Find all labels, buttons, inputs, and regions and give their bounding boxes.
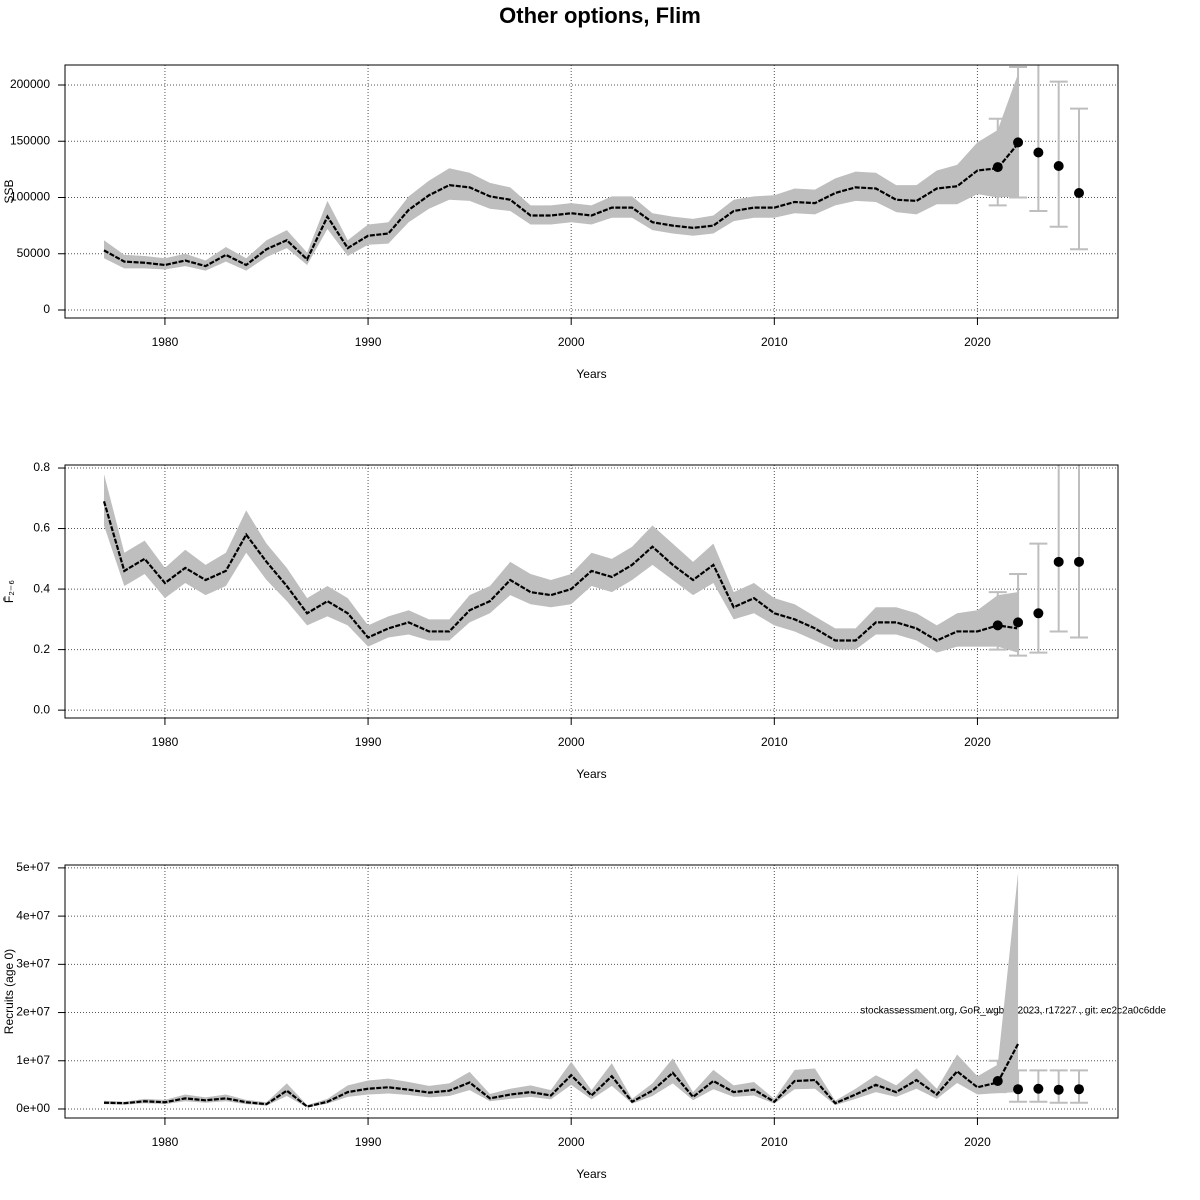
- x-tick-label: 2010: [761, 735, 788, 749]
- estimate-line: [103, 142, 1019, 268]
- y-tick-label: 0.8: [33, 460, 50, 474]
- y-tick-label: 0.4: [33, 581, 50, 595]
- y-axis-label: F̄₂₋₆: [2, 580, 16, 603]
- x-tick-label: 2020: [964, 335, 991, 349]
- x-axis-label: Years: [576, 1167, 606, 1181]
- plot-frame: [64, 864, 1119, 1119]
- forecast-point: [1013, 617, 1024, 628]
- y-tick-label: 1e+07: [16, 1053, 50, 1067]
- confidence-band: [104, 73, 1019, 271]
- y-axis-label: SSB: [2, 179, 16, 203]
- x-axis-label: Years: [576, 767, 606, 781]
- y-tick-label: 0e+00: [16, 1101, 50, 1115]
- x-tick-label: 2020: [964, 735, 991, 749]
- y-tick-label: 0: [43, 302, 50, 316]
- y-tick-label: 150000: [10, 133, 50, 147]
- x-tick-label: 1980: [152, 335, 179, 349]
- estimate-line: [102, 501, 1019, 642]
- forecast-point: [1074, 188, 1084, 199]
- x-tick-label: 1990: [355, 735, 382, 749]
- plot-frame: [64, 464, 1119, 719]
- forecast-point: [992, 1076, 1003, 1087]
- y-tick-label: 0.6: [33, 521, 50, 535]
- y-tick-label: 50000: [17, 246, 51, 260]
- forecast-point: [992, 162, 1003, 173]
- x-tick-label: 1990: [355, 335, 382, 349]
- x-tick-label: 1980: [152, 735, 179, 749]
- forecast-point: [1074, 1084, 1084, 1095]
- forecast-point: [1013, 137, 1024, 148]
- x-tick-label: 2000: [558, 1135, 585, 1149]
- estimate-line: [103, 1043, 1020, 1108]
- x-tick-label: 1990: [355, 1135, 382, 1149]
- plot-area: [65, 465, 1118, 718]
- confidence-band: [104, 872, 1019, 1108]
- forecast-point: [1013, 1084, 1024, 1095]
- y-tick-label: 5e+07: [16, 860, 50, 874]
- y-axis-label: Recruits (age 0): [2, 949, 16, 1034]
- plot-area: [65, 65, 1118, 318]
- y-tick-label: 0.2: [33, 642, 50, 656]
- x-tick-label: 2010: [761, 1135, 788, 1149]
- forecast-point: [1053, 556, 1064, 567]
- x-axis-label: Years: [576, 367, 606, 381]
- forecast-point: [992, 620, 1003, 631]
- y-tick-label: 2e+07: [16, 1005, 50, 1019]
- plot-frame: [64, 64, 1119, 319]
- forecast-point: [1053, 1084, 1064, 1095]
- forecast-point: [1074, 556, 1084, 567]
- x-tick-label: 2010: [761, 335, 788, 349]
- y-tick-label: 4e+07: [16, 908, 50, 922]
- y-tick-label: 3e+07: [16, 957, 50, 971]
- x-tick-label: 2020: [964, 1135, 991, 1149]
- y-tick-label: 200000: [10, 77, 50, 91]
- forecast-point: [1033, 608, 1044, 619]
- forecast-point: [1053, 161, 1064, 172]
- forecast-point: [1033, 147, 1044, 158]
- x-tick-label: 1980: [152, 1135, 179, 1149]
- x-tick-label: 2000: [558, 735, 585, 749]
- y-tick-label: 100000: [10, 190, 50, 204]
- x-tick-label: 2000: [558, 335, 585, 349]
- forecast-point: [1033, 1083, 1044, 1094]
- y-tick-label: 0.0: [33, 702, 50, 716]
- confidence-band: [104, 474, 1019, 653]
- figure-title: Other options, Flim: [499, 3, 701, 28]
- plot-area: [65, 865, 1118, 1118]
